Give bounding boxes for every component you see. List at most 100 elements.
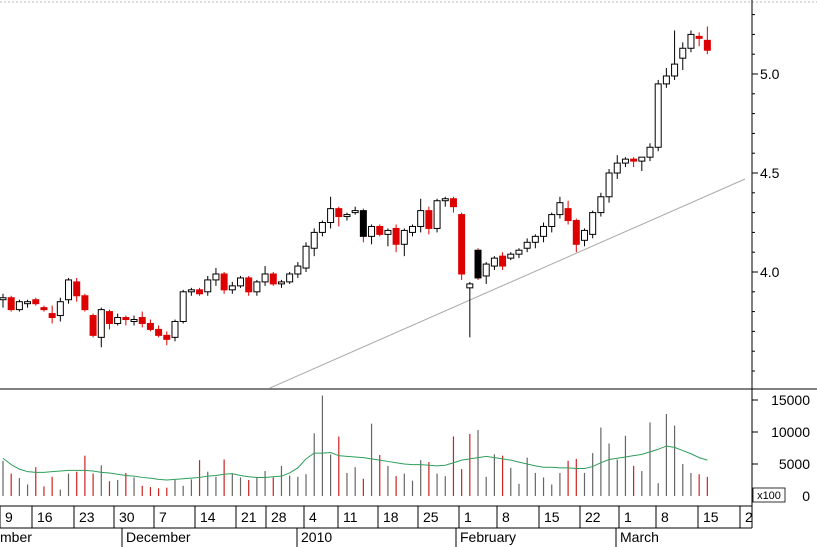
- candle: [646, 143, 654, 162]
- candle: [114, 313, 122, 326]
- trendline: [269, 178, 746, 389]
- candle: [105, 309, 113, 330]
- day-tick-label: 15: [703, 509, 719, 525]
- candle-body: [286, 273, 294, 283]
- candle: [277, 279, 285, 288]
- candle-body: [253, 281, 261, 293]
- candle: [269, 272, 277, 286]
- candle: [654, 79, 662, 152]
- candle: [548, 212, 556, 233]
- candle: [318, 220, 326, 237]
- candle: [40, 305, 48, 312]
- day-tick-label: 2: [745, 509, 753, 525]
- candle: [228, 281, 236, 294]
- candle-body: [261, 273, 269, 283]
- candle: [122, 315, 130, 326]
- candle-body: [458, 214, 466, 275]
- candle: [196, 287, 204, 296]
- candle: [384, 228, 392, 247]
- candle: [376, 224, 384, 237]
- candle: [65, 277, 73, 304]
- candle: [621, 157, 629, 168]
- candle: [580, 228, 588, 247]
- candle: [171, 319, 179, 342]
- day-tick-label: 30: [119, 509, 135, 525]
- candle: [687, 30, 695, 53]
- day-tick-label: 18: [383, 509, 399, 525]
- candle: [400, 228, 408, 257]
- price-tick-label: 4.0: [760, 264, 780, 280]
- candle-body: [318, 222, 326, 233]
- candle: [449, 196, 457, 213]
- volume-tick-label: 5000: [779, 456, 810, 472]
- candle: [97, 307, 105, 348]
- candle: [531, 234, 539, 249]
- volume-tick-label: 15000: [771, 392, 810, 408]
- day-tick-label: 8: [502, 509, 510, 525]
- candle: [7, 295, 15, 312]
- candle-body: [679, 47, 687, 59]
- candle-body: [7, 297, 15, 311]
- candle: [212, 268, 220, 286]
- candle: [179, 289, 187, 324]
- candle-body: [376, 225, 384, 235]
- candle: [507, 252, 515, 261]
- volume-ma-line: [2, 445, 708, 481]
- candle-body: [179, 291, 187, 322]
- candle-body: [122, 317, 130, 321]
- day-tick-label: 23: [79, 509, 95, 525]
- candle: [589, 210, 597, 239]
- candle: [56, 297, 64, 322]
- candle-body: [531, 235, 539, 243]
- candle: [286, 272, 294, 284]
- month-ticks: mber December 2010 February March: [0, 528, 659, 547]
- candle-body: [548, 214, 556, 227]
- candle-body: [359, 210, 367, 237]
- candle: [138, 311, 146, 328]
- candle: [679, 42, 687, 71]
- candle: [261, 266, 269, 286]
- candle-body: [32, 299, 40, 305]
- candle: [220, 272, 228, 294]
- candle: [204, 275, 212, 296]
- candle-body: [237, 277, 245, 287]
- day-ticks: 9 16 23 30 7 14 21 28 4 11 18 25 1 8 15 22 1 8 15 2: [0, 506, 753, 528]
- day-tick-label: 25: [423, 509, 439, 525]
- day-tick-label: 15: [544, 509, 560, 525]
- day-tick-label: 7: [159, 509, 167, 525]
- candle: [24, 299, 32, 308]
- candle: [237, 275, 245, 288]
- candle: [499, 252, 507, 271]
- candle: [671, 30, 679, 80]
- candle-body: [15, 301, 23, 311]
- candle: [392, 224, 400, 253]
- candle-body: [24, 301, 32, 305]
- candle-body: [556, 202, 564, 216]
- candle-body: [572, 220, 580, 245]
- price-tick-label: 5.0: [760, 66, 780, 82]
- candle: [490, 256, 498, 271]
- candle-body: [40, 307, 48, 311]
- candle-body: [441, 198, 449, 202]
- candle-body: [73, 281, 81, 297]
- day-tick-label: 22: [585, 509, 601, 525]
- candle-body: [564, 208, 572, 222]
- candle: [409, 224, 416, 237]
- candle: [556, 196, 564, 219]
- candle: [662, 68, 670, 88]
- candle: [310, 228, 318, 257]
- candle-body: [294, 265, 302, 275]
- day-tick-label: 21: [241, 509, 257, 525]
- candle-body: [540, 225, 548, 237]
- day-tick-label: 1: [464, 509, 472, 525]
- candle: [605, 169, 613, 203]
- candle-body: [146, 322, 154, 330]
- candle: [15, 299, 23, 312]
- candle: [433, 198, 441, 233]
- candle-body: [277, 281, 285, 285]
- candle-body: [671, 63, 679, 77]
- candle: [368, 224, 376, 245]
- candle-body: [105, 311, 113, 324]
- candle: [597, 192, 605, 217]
- candle: [359, 208, 367, 243]
